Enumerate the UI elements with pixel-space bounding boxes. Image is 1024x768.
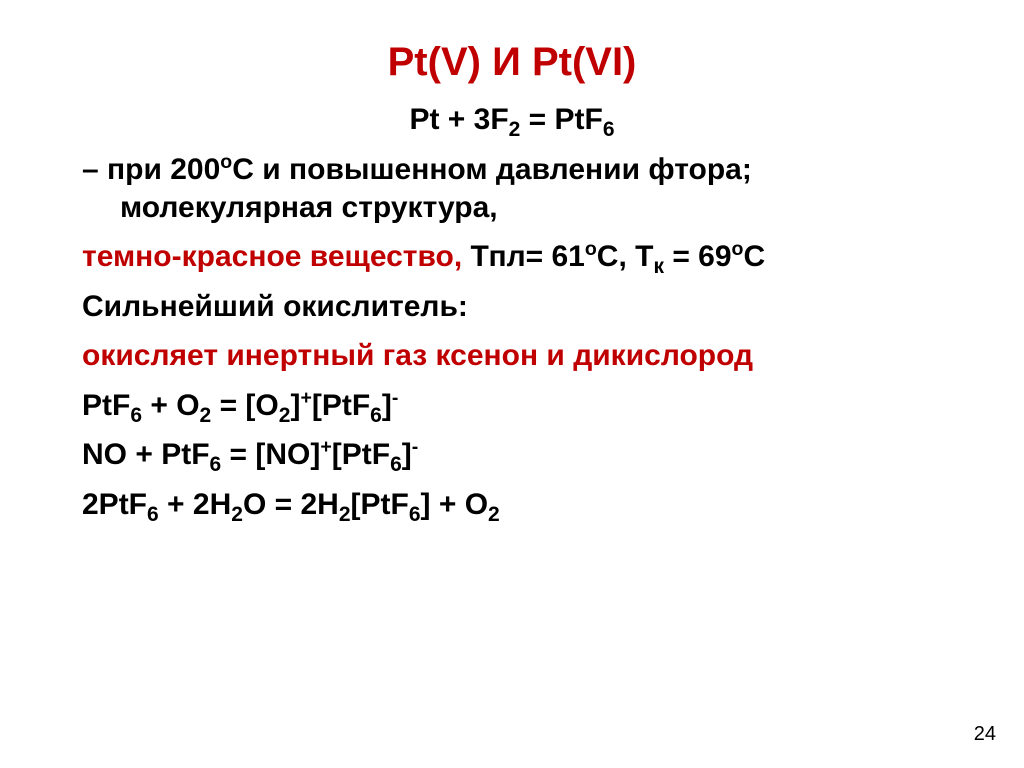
conditions-line: – при 200оС и повышенном давлении фтора;… [60,151,964,226]
eq4-s2b: 2 [339,503,351,526]
eq4-s2a: 2 [231,503,243,526]
equation-4: 2PtF6 + 2H2O = 2H2[PtF6] + O2 [60,486,964,524]
darkred-a: темно-красное вещество, [82,240,462,273]
eq4-s6a: 6 [147,503,159,526]
title-ptv: Pt(V) [388,40,481,84]
darkred-deg1: о [585,238,597,260]
eq1-b: = PtF [520,103,603,136]
eq2-plus: + [300,387,311,409]
eq2-s6b: 6 [370,404,382,427]
eq4-s2c: 2 [488,503,500,526]
eq1-sub6: 6 [603,118,615,141]
eq3-s6b: 6 [390,453,402,476]
title-ptvi: Pt(VI) [532,40,636,84]
eq3-c: [PtF [332,438,390,471]
eq4-d: [PtF [351,488,409,521]
darkred-k: к [653,255,664,278]
oxidizes-line: окисляет инертный газ ксенон и дикислоро… [60,337,964,375]
eq1-sub2: 2 [509,118,521,141]
eq2-s6a: 6 [130,404,142,427]
eq2-b: + O [142,389,200,422]
cond-a: – при 200 [82,153,220,186]
slide-title: Pt(V) И Pt(VI) [60,40,964,85]
darkred-b1: Тпл= 61 [462,240,585,273]
eq3-minus: - [412,436,419,458]
darkred-b2: С, Т [597,240,654,273]
equation-3: NO + PtF6 = [NO]+[PtF6]- [60,436,964,474]
equation-2: PtF6 + O2 = [O2]+[PtF6]- [60,387,964,425]
eq4-s6b: 6 [409,503,421,526]
eq3-a: NO + PtF [82,438,210,471]
page-number: 24 [974,723,996,746]
eq2-d: ] [290,389,300,422]
eq2-f: ] [382,389,392,422]
eq4-c: O = 2H [243,488,339,521]
eq4-b: + 2H [159,488,232,521]
eq2-minus: - [392,387,399,409]
eq3-d: ] [402,438,412,471]
eq3-b: = [NO] [221,438,320,471]
cond-deg: о [220,151,232,173]
oxidizer-line: Сильнейший окислитель: [60,288,964,326]
darkred-line: темно-красное вещество, Тпл= 61оС, Тк = … [60,238,964,276]
eq2-e: [PtF [312,389,370,422]
eq2-c: = [O [211,389,279,422]
eq4-e: ] + O [421,488,489,521]
eq3-s6a: 6 [210,453,222,476]
equation-1: Pt + 3F2 = PtF6 [60,103,964,137]
title-and: И [481,40,532,84]
eq2-a: PtF [82,389,130,422]
eq4-a: 2PtF [82,488,147,521]
eq2-s2b: 2 [279,404,291,427]
eq2-s2a: 2 [200,404,212,427]
slide: Pt(V) И Pt(VI) Pt + 3F2 = PtF6 – при 200… [0,0,1024,768]
eq1-a: Pt + 3F [409,103,508,136]
eq3-plus: + [320,436,331,458]
darkred-b3: = 69 [664,240,732,273]
darkred-b4: С [743,240,765,273]
darkred-deg2: о [732,238,744,260]
